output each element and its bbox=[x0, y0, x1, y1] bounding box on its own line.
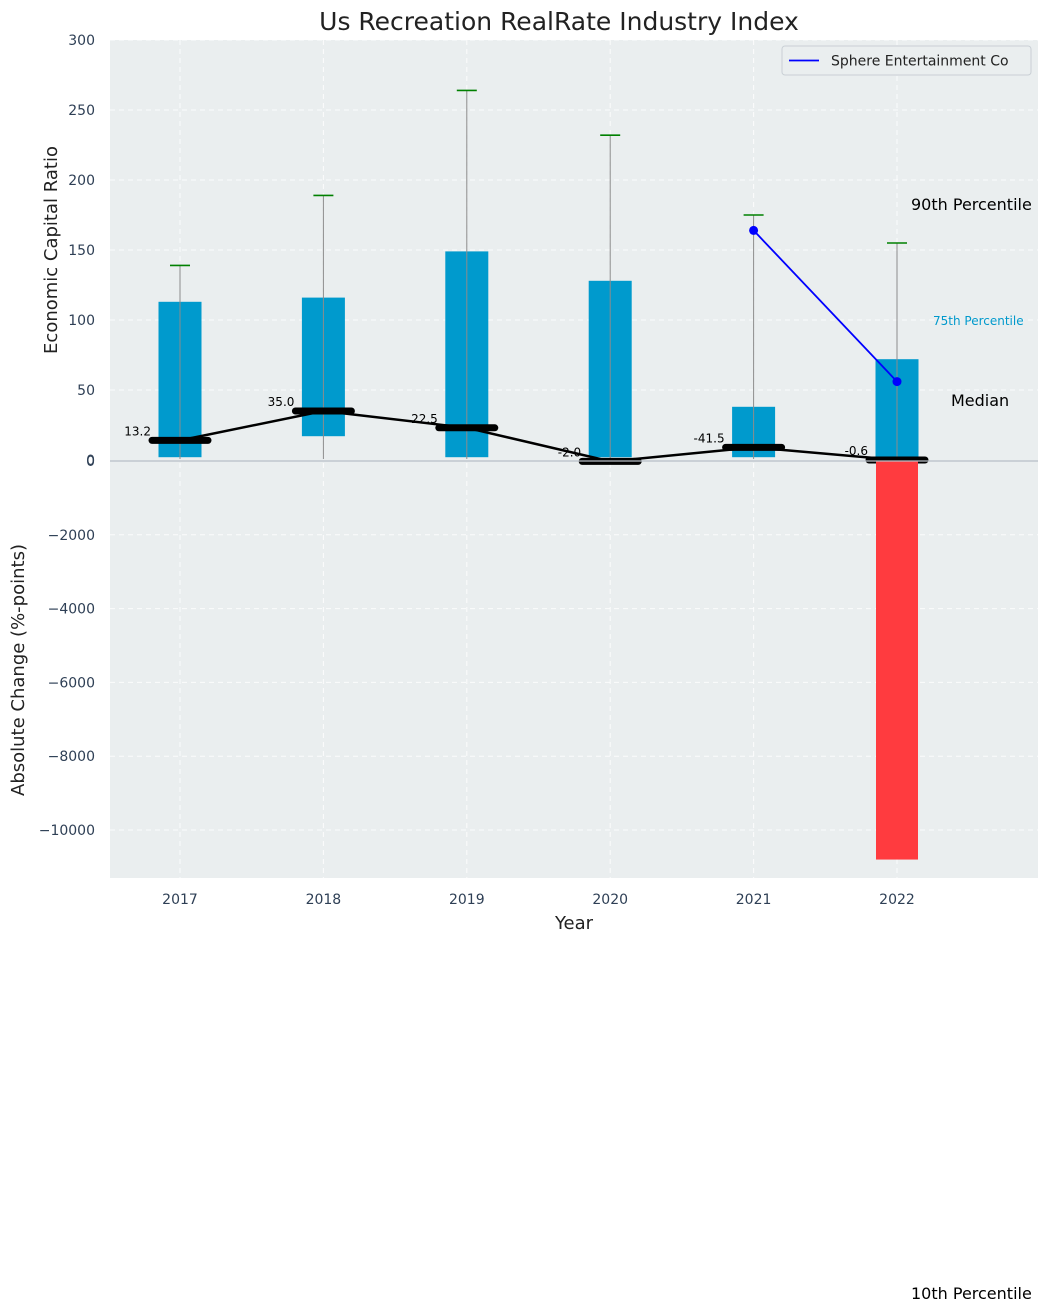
x-tick-label: 2020 bbox=[592, 892, 628, 908]
median-value-label: 22.5 bbox=[411, 412, 438, 426]
top-y-tick-label: 100 bbox=[68, 313, 95, 329]
median-value-label: -2.0 bbox=[558, 445, 581, 459]
bottom-y-tick-label: −10000 bbox=[39, 823, 95, 839]
x-tick-label: 2019 bbox=[449, 892, 485, 908]
median-annotation: Median bbox=[951, 391, 1009, 410]
bottom-y-tick-label: −2000 bbox=[48, 528, 95, 544]
bottom-y-tick-label: −6000 bbox=[48, 675, 95, 691]
marks-layer bbox=[148, 89, 929, 860]
x-tick-label: 2017 bbox=[162, 892, 198, 908]
legend-box bbox=[781, 45, 1032, 76]
bottom-y-tick-label: −8000 bbox=[48, 749, 95, 765]
median-value-label: -0.6 bbox=[845, 444, 868, 458]
bottom-y-axis-label: Absolute Change (%-points) bbox=[8, 544, 29, 796]
top-y-tick-label: 150 bbox=[68, 243, 95, 259]
company-point bbox=[892, 377, 902, 387]
legend-label: Sphere Entertainment Co bbox=[831, 54, 1009, 70]
company-line bbox=[752, 229, 898, 383]
x-axis-label: Year bbox=[554, 913, 594, 934]
bottom-y-tick-label: 0 bbox=[86, 454, 95, 470]
p90-annotation: 90th Percentile bbox=[911, 195, 1032, 214]
x-tick-label: 2021 bbox=[736, 892, 772, 908]
top-y-tick-label: 300 bbox=[68, 33, 95, 49]
median-value-label: -41.5 bbox=[694, 431, 725, 445]
chart-title: Us Recreation RealRate Industry Index bbox=[319, 7, 799, 36]
legend: Sphere Entertainment Co bbox=[781, 45, 1032, 76]
bottom-y-tick-label: −4000 bbox=[48, 602, 95, 618]
labels-layer: 0501001502002503000−2000−4000−6000−8000−… bbox=[39, 33, 915, 908]
median-value-label: 35.0 bbox=[268, 395, 295, 409]
top-y-tick-label: 0 bbox=[86, 453, 95, 469]
company-point bbox=[749, 225, 759, 235]
x-tick-label: 2018 bbox=[306, 892, 342, 908]
p75-annotation: 75th Percentile bbox=[933, 314, 1024, 328]
median-value-label: 13.2 bbox=[124, 424, 151, 438]
top-y-tick-label: 200 bbox=[68, 173, 95, 189]
x-tick-label: 2022 bbox=[879, 892, 915, 908]
top-y-axis-label: Economic Capital Ratio bbox=[41, 146, 62, 354]
top-y-tick-label: 250 bbox=[68, 103, 95, 119]
p10-annotation: 10th Percentile bbox=[911, 1284, 1032, 1303]
top-y-tick-label: 50 bbox=[77, 383, 95, 399]
absolute-change-bar bbox=[876, 461, 918, 860]
